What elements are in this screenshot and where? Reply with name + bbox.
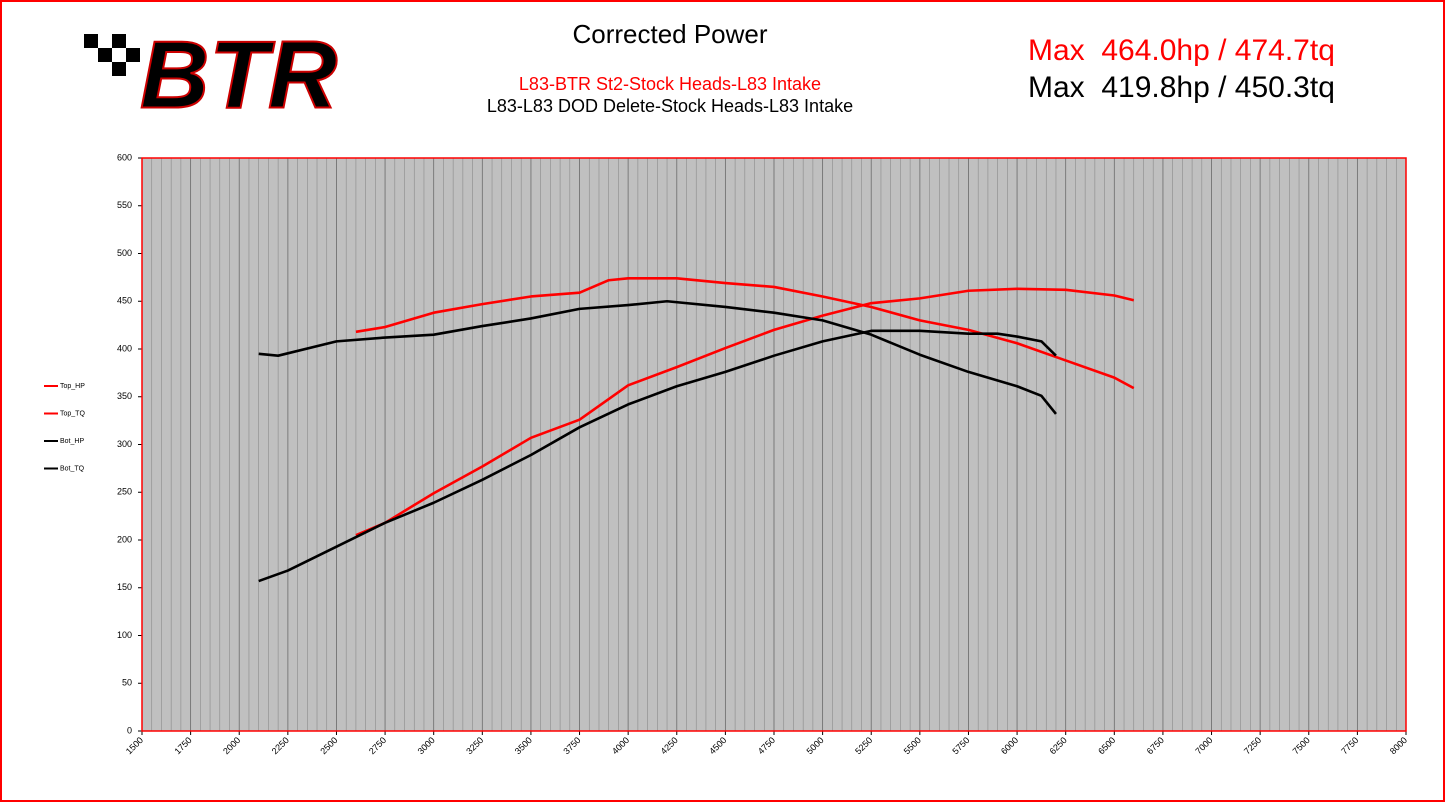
- legend-label: Bot_HP: [60, 438, 84, 445]
- y-tick-label: 350: [117, 391, 132, 401]
- legend-label: Top_HP: [60, 383, 85, 390]
- y-tick-label: 550: [117, 200, 132, 210]
- y-tick-label: 150: [117, 582, 132, 592]
- y-tick-label: 400: [117, 343, 132, 353]
- max-annotation: Max 419.8hp / 450.3tq: [1028, 71, 1335, 104]
- y-tick-label: 100: [117, 630, 132, 640]
- subtitle: L83-BTR St2-Stock Heads-L83 Intake: [519, 74, 821, 94]
- y-tick-label: 200: [117, 534, 132, 544]
- logo: BTR: [140, 21, 337, 128]
- subtitle: L83-L83 DOD Delete-Stock Heads-L83 Intak…: [487, 96, 853, 116]
- series-line: [355, 277, 1135, 390]
- max-annotation: Max 464.0hp / 474.7tq: [1028, 34, 1335, 67]
- plot-border: [141, 157, 1407, 732]
- series-line: [355, 287, 1135, 537]
- series-line: [258, 299, 1057, 415]
- legend-label: Top_TQ: [60, 410, 85, 417]
- y-tick-label: 250: [117, 487, 132, 497]
- series-line: [258, 329, 1057, 583]
- y-tick-label: 50: [122, 678, 132, 688]
- y-tick-label: 300: [117, 439, 132, 449]
- y-tick-label: 450: [117, 296, 132, 306]
- y-tick-label: 600: [117, 152, 132, 162]
- y-tick-label: 500: [117, 248, 132, 258]
- logo-checks: [84, 34, 140, 76]
- legend-label: Bot_TQ: [60, 465, 85, 472]
- y-tick-label: 0: [127, 725, 132, 735]
- chart-title: Corrected Power: [572, 19, 767, 49]
